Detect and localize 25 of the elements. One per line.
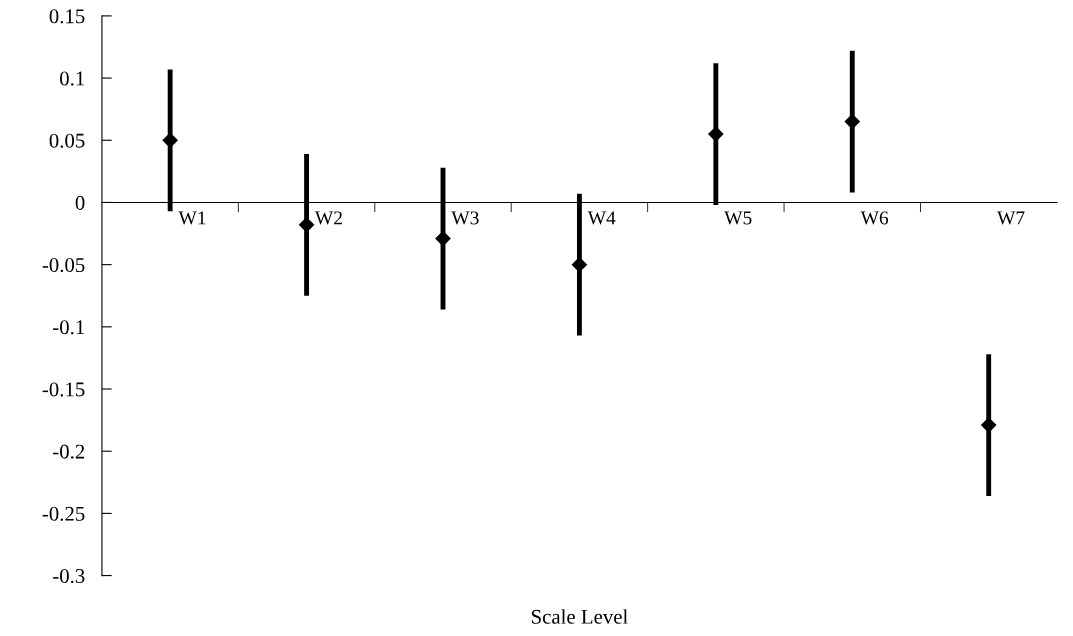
x-tick-label: W1: [178, 211, 206, 225]
y-tick-label: -0.1: [53, 320, 85, 335]
point: [981, 417, 997, 433]
x-tick-label: W5: [724, 211, 752, 225]
point: [435, 230, 451, 247]
x-axis-title: Scale Level: [531, 609, 628, 624]
x-tick-label: W3: [451, 211, 479, 225]
x-tick-label: W7: [997, 211, 1025, 225]
point: [299, 217, 315, 233]
y-tick-label: -0.3: [53, 568, 85, 584]
y-tick-label: 0: [75, 195, 85, 210]
y-tick-label: 0.15: [49, 9, 85, 24]
y-tick-label: 0.1: [60, 71, 85, 86]
point: [708, 126, 724, 142]
x-tick-label: W4: [587, 211, 616, 225]
y-tick-label: -0.2: [53, 444, 85, 459]
point: [571, 257, 587, 273]
point: [162, 132, 178, 148]
y-tick-label: -0.05: [42, 258, 85, 273]
x-tick-label: W2: [314, 211, 342, 225]
y-tick-label: -0.15: [42, 382, 85, 397]
point: [844, 114, 860, 130]
y-tick-label: 0.05: [49, 133, 85, 148]
x-tick-label: W6: [860, 211, 889, 225]
y-tick-label: -0.25: [42, 506, 85, 521]
